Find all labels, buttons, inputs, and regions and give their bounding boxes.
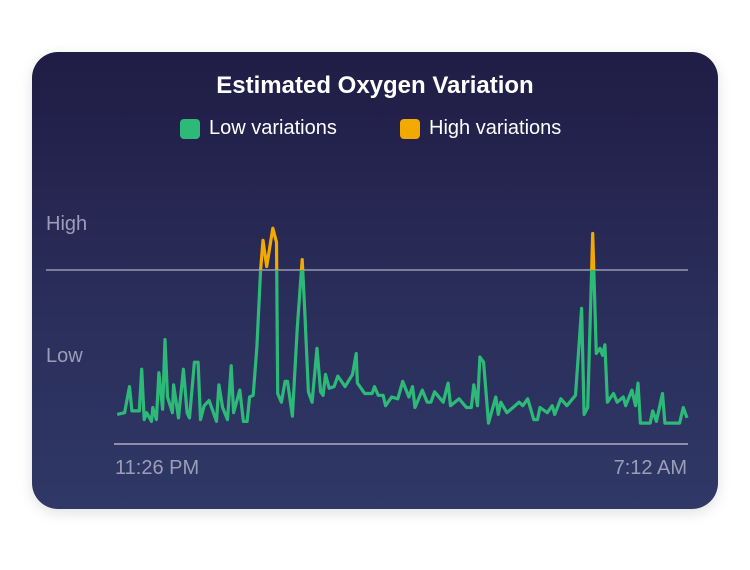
- chart-card: [32, 52, 718, 509]
- x-label-end: 7:12 AM: [613, 457, 687, 479]
- legend-swatch-low: [180, 118, 200, 139]
- legend-label-low: Low variations: [209, 117, 337, 139]
- legend-label-high: High variations: [429, 117, 562, 139]
- legend-item-high: High variations: [400, 117, 561, 140]
- x-label-start: 11:26 PM: [115, 457, 200, 479]
- legend-swatch-high: [400, 118, 420, 139]
- y-label-low: Low: [46, 345, 83, 367]
- chart-title: Estimated Oxygen Variation: [216, 72, 534, 99]
- legend: Low variations High variations: [0, 117, 750, 141]
- legend-item-low: Low variations: [180, 117, 337, 140]
- series-line-low-variations: [116, 270, 689, 425]
- y-label-high: High: [46, 213, 88, 235]
- series-line-high-variations: [258, 226, 596, 270]
